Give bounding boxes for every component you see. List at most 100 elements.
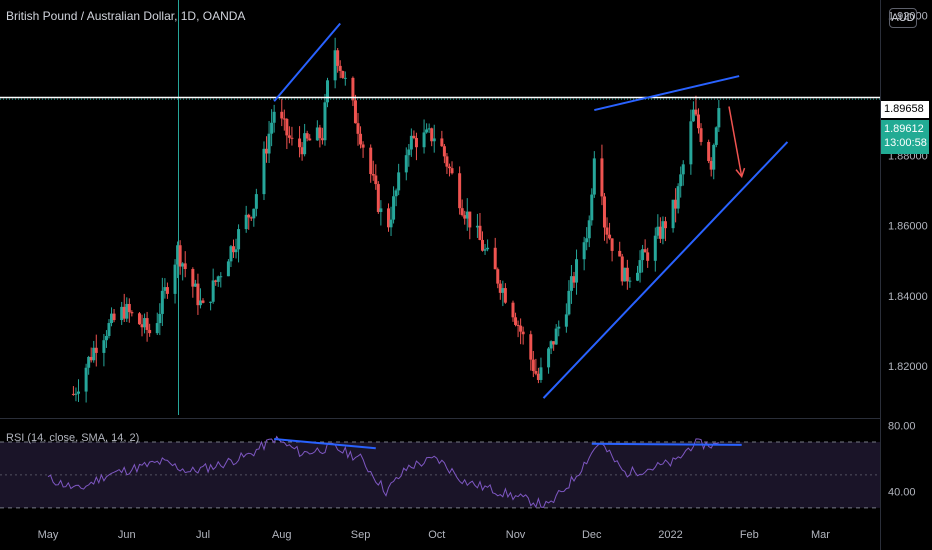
candle-body: [608, 234, 612, 239]
candle-body: [717, 108, 721, 128]
candle-body: [303, 133, 307, 155]
candle-body: [445, 156, 449, 167]
candle-body: [219, 276, 223, 278]
candle-body: [392, 196, 396, 220]
candle-body: [605, 227, 609, 235]
candle-body: [536, 373, 540, 380]
candle-body: [641, 249, 645, 261]
candle-body: [120, 306, 124, 321]
candle-body: [628, 280, 632, 282]
candle-body: [323, 102, 327, 141]
candle-body: [84, 367, 88, 392]
candle-body: [699, 128, 703, 142]
candle-body: [407, 149, 411, 156]
candle-body: [674, 199, 678, 209]
rsi-line: [47, 435, 719, 509]
candle-body: [137, 313, 141, 325]
candle-body: [412, 135, 416, 138]
candle-body: [676, 186, 680, 209]
candle-body: [196, 283, 200, 306]
candle-body: [107, 323, 111, 336]
candle-body: [554, 328, 558, 345]
candle-body: [272, 111, 276, 123]
candle-body: [249, 217, 253, 219]
candle-body: [671, 199, 675, 229]
candle-body: [155, 323, 159, 334]
candle-body: [178, 245, 182, 267]
time-tick-label: Sep: [351, 529, 371, 541]
candle-body: [496, 269, 500, 284]
candle-body: [661, 221, 665, 239]
candle-body: [475, 225, 479, 228]
candle-body: [94, 347, 98, 353]
candle-body: [148, 329, 152, 334]
candle-body: [468, 211, 472, 228]
time-tick-label: 2022: [658, 529, 682, 541]
candle-body: [463, 215, 467, 219]
candle-body: [638, 260, 642, 273]
candle-body: [602, 196, 606, 228]
marked-level-tag: 1.89658: [881, 101, 929, 118]
candle-body: [694, 109, 698, 115]
candle-body: [414, 137, 418, 148]
candle-body: [714, 127, 718, 145]
candle-body: [432, 138, 436, 142]
candle-body: [389, 219, 393, 228]
candle-body: [696, 114, 700, 129]
candle-body: [376, 184, 380, 212]
candle-body: [234, 249, 238, 253]
candle-body: [498, 283, 502, 293]
candle-body: [351, 77, 355, 101]
candle-body: [707, 141, 711, 162]
candle-body: [89, 356, 93, 361]
candle-body: [658, 226, 662, 239]
time-tick-label: Oct: [428, 529, 445, 541]
candle-body: [493, 247, 497, 270]
candle-body: [440, 138, 444, 147]
candle-body: [102, 340, 106, 353]
candle-body: [244, 214, 248, 230]
last-price-tag: 1.89612 13:00:58: [881, 120, 929, 154]
candle-body: [285, 119, 289, 136]
candle-body: [514, 317, 518, 325]
candle-body: [450, 168, 454, 174]
arrow-head: [735, 167, 746, 179]
candle-body: [691, 109, 695, 122]
candle-body: [501, 288, 505, 293]
candle-body: [341, 71, 345, 78]
candle-body: [404, 155, 408, 173]
candle-body: [478, 225, 482, 240]
candle-body: [663, 221, 667, 229]
candle-body: [481, 239, 485, 251]
countdown-timer: 13:00:58: [884, 137, 927, 149]
candle-body: [623, 267, 627, 282]
trendline: [542, 141, 789, 399]
candle-body: [214, 280, 218, 282]
candle-body: [229, 246, 233, 262]
candle-body: [361, 144, 365, 148]
trendline: [273, 22, 341, 102]
candle-body: [160, 290, 164, 314]
candle-body: [211, 280, 215, 302]
candle-body: [567, 290, 571, 315]
candle-body: [112, 313, 116, 321]
candle-body: [125, 303, 129, 319]
candle-body: [465, 211, 469, 219]
candle-body: [356, 123, 360, 134]
candle-body: [163, 287, 167, 291]
candle-body: [308, 138, 312, 141]
currency-button[interactable]: AUD: [889, 8, 917, 28]
rsi-bands: [0, 441, 880, 509]
candle-body: [547, 348, 551, 368]
candle-body: [201, 300, 205, 303]
price-tick-label: 1.84000: [888, 291, 928, 303]
candle-body: [442, 146, 446, 157]
candle-body: [237, 229, 241, 250]
time-tick-label: Jun: [118, 529, 136, 541]
time-tick-label: Nov: [506, 529, 526, 541]
candle-body: [636, 272, 640, 281]
candle-body: [130, 312, 134, 314]
candle-body: [656, 226, 660, 236]
candle-body: [460, 208, 464, 216]
